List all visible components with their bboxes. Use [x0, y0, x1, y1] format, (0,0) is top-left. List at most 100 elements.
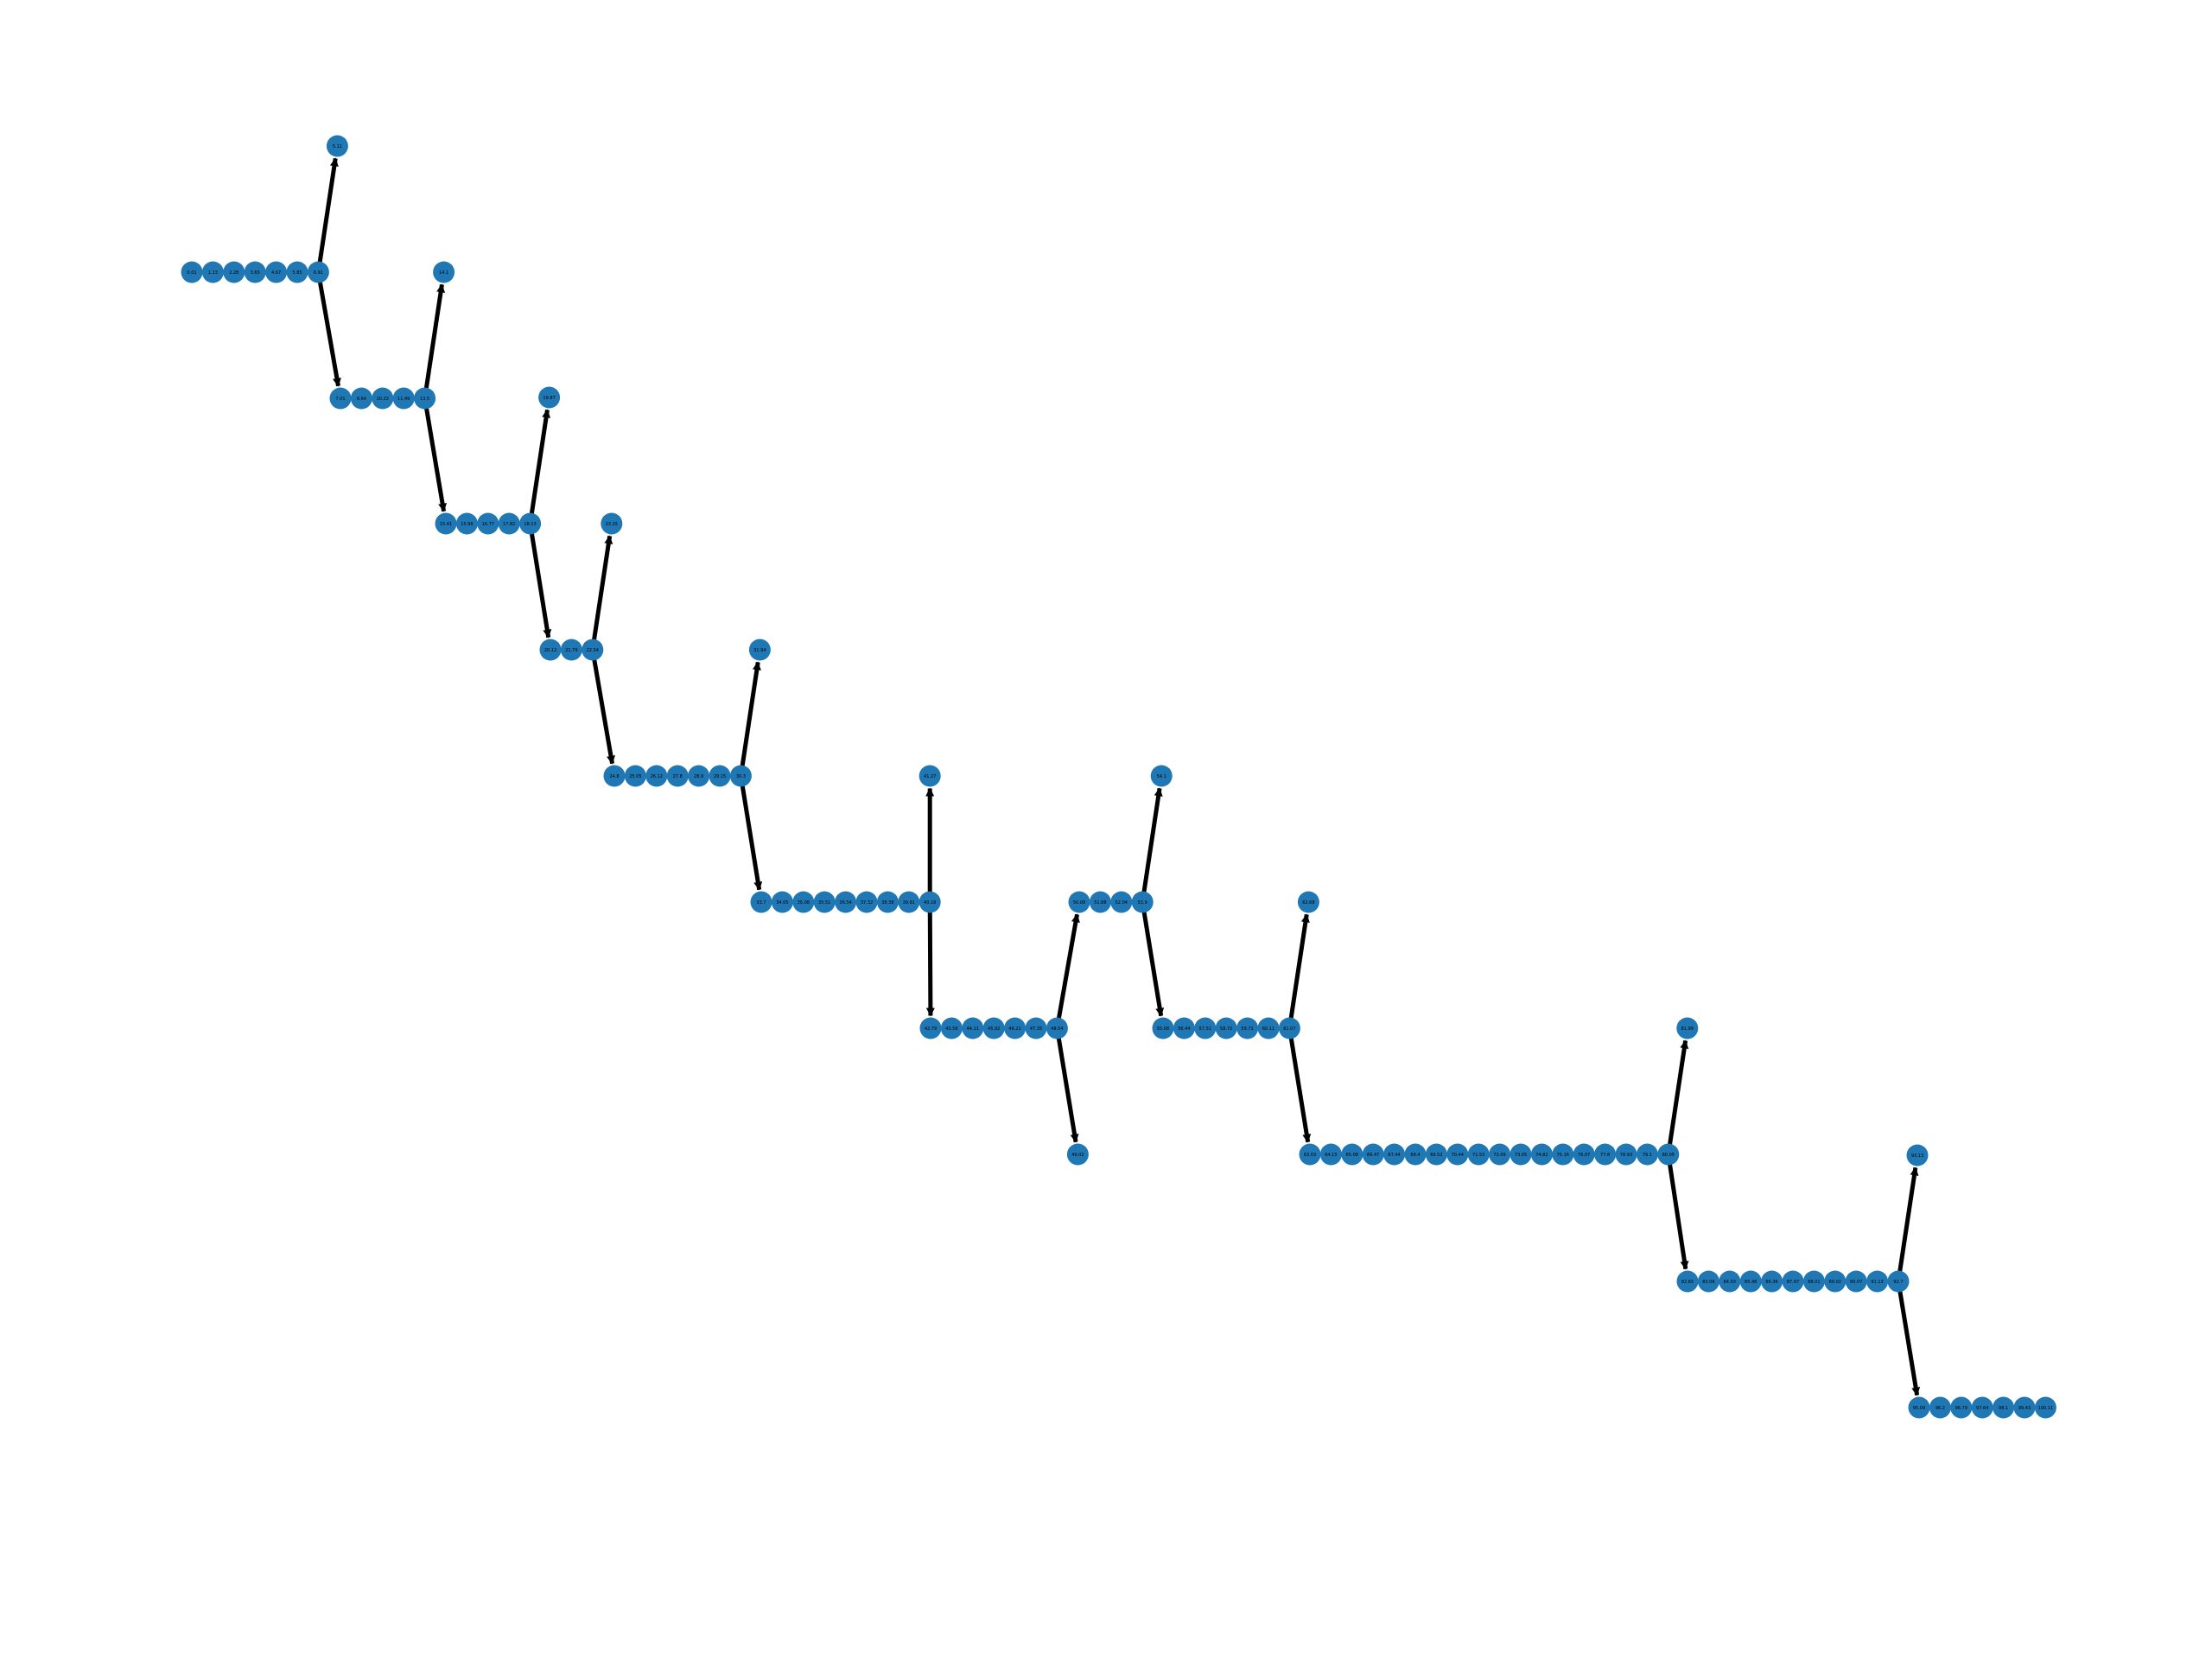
- graph-node-label: 58.72: [1220, 1027, 1232, 1032]
- graph-node: [1761, 1270, 1783, 1293]
- graph-node-label: 38.38: [881, 900, 893, 906]
- graph-node-label: 23.25: [606, 522, 618, 527]
- graph-node-label: 82.65: [1681, 1280, 1694, 1285]
- graph-node-label: 16.77: [482, 522, 494, 527]
- graph-node-label: 64.15: [1325, 1153, 1337, 1158]
- graph-node: [771, 891, 793, 913]
- graph-node: [1887, 1270, 1910, 1293]
- graph-node-label: 37.32: [861, 900, 873, 906]
- graph-node: [1467, 1143, 1490, 1166]
- graph-node-label: 52.04: [1116, 900, 1128, 906]
- edge-down-g1: [315, 271, 341, 387]
- graph-node-label: 72.09: [1493, 1153, 1505, 1158]
- graph-node-label: 7.01: [335, 397, 345, 402]
- graph-node-label: 93.13: [1911, 1154, 1923, 1159]
- graph-node-label: 97.64: [1976, 1406, 1988, 1411]
- graph-node-label: 69.52: [1430, 1153, 1442, 1158]
- graph-node: [1046, 1017, 1068, 1039]
- graph-node: [435, 512, 457, 535]
- graph-node-label: 35.51: [818, 900, 830, 906]
- graph-node-label: 54.1: [1157, 774, 1166, 779]
- graph-node: [1802, 1270, 1825, 1293]
- edge-up-g9: [1287, 913, 1310, 1029]
- graph-node: [1530, 1143, 1553, 1166]
- graph-node: [835, 891, 857, 913]
- nodes-layer: 0.01 1.13 2.28 3.65 4.67 5.85 6.91 7.01 8.64 10.2…: [181, 135, 2056, 1419]
- graph-node-label: 84.03: [1724, 1280, 1736, 1285]
- edge-up-g2: [423, 283, 446, 399]
- edge-up-g10: [1666, 1039, 1689, 1155]
- graph-node-label: 86.36: [1765, 1280, 1777, 1285]
- graph-node: [792, 891, 815, 913]
- graph-node-label: 5.85: [292, 270, 302, 276]
- graph-node: [1615, 1143, 1637, 1166]
- graph-node: [1824, 1270, 1847, 1293]
- graph-node: [244, 261, 266, 283]
- graph-node-label: 19.87: [543, 396, 555, 401]
- graph-node: [433, 261, 455, 283]
- graph-node-label: 28.9: [694, 774, 703, 779]
- edge-down-g10: [1666, 1154, 1689, 1270]
- graph-node: [855, 891, 878, 913]
- graph-node-label: 8.64: [357, 397, 366, 402]
- graph-node-label: 71.53: [1472, 1153, 1484, 1158]
- graph-node-label: 100.11: [2038, 1406, 2054, 1411]
- graph-node-label: 76.07: [1578, 1153, 1590, 1158]
- edge-up-g11: [1896, 1166, 1919, 1282]
- graph-node-label: 15.41: [440, 522, 452, 527]
- graph-node: [1676, 1270, 1699, 1293]
- graph-node-label: 59.71: [1241, 1027, 1253, 1032]
- graph-node-label: 98.1: [1999, 1406, 2008, 1411]
- graph-node: [329, 387, 352, 410]
- graph-node: [181, 261, 203, 283]
- graph-node-label: 3.65: [251, 270, 260, 276]
- graph-node: [560, 639, 582, 661]
- graph-node: [1739, 1270, 1762, 1293]
- graph-node: [2013, 1396, 2036, 1419]
- graph-node: [1110, 891, 1133, 913]
- graph-node: [876, 891, 899, 913]
- graph-node-label: 14.1: [439, 270, 448, 276]
- graph-node: [918, 765, 941, 787]
- graph-node-label: 5.11: [333, 144, 342, 149]
- graph-node-label: 85.48: [1745, 1280, 1757, 1285]
- graph-node: [1194, 1017, 1217, 1039]
- graph-node: [265, 261, 288, 283]
- graph-node: [918, 891, 941, 913]
- graph-node-label: 41.27: [924, 774, 936, 779]
- graph-node: [498, 512, 520, 535]
- graph-node-label: 66.47: [1367, 1153, 1379, 1158]
- graph-node-label: 81.99: [1681, 1027, 1694, 1032]
- graph-node-label: 36.54: [839, 900, 851, 906]
- graph-node: [1299, 1143, 1321, 1166]
- graph-node-label: 31.94: [753, 648, 766, 653]
- graph-node: [982, 1017, 1005, 1039]
- graph-node: [1236, 1017, 1259, 1039]
- graph-node-label: 65.08: [1346, 1153, 1358, 1158]
- graph-node-label: 13.5: [420, 397, 429, 402]
- graph-node: [1719, 1270, 1741, 1293]
- edge-up-g3: [528, 409, 551, 524]
- graph-node: [709, 765, 731, 787]
- graph-node-label: 35.08: [798, 900, 810, 906]
- graph-node: [286, 261, 308, 283]
- graph-node: [519, 512, 542, 535]
- graph-node-label: 96.2: [1936, 1406, 1945, 1411]
- graph-node-label: 10.22: [377, 397, 389, 402]
- graph-node: [1573, 1143, 1595, 1166]
- graph-node-label: 63.03: [1304, 1153, 1316, 1158]
- graph-node: [1845, 1270, 1867, 1293]
- graph-node-label: 78.93: [1620, 1153, 1632, 1158]
- graph-node: [1089, 891, 1111, 913]
- graph-node: [1297, 891, 1319, 913]
- graph-node-label: 39.81: [903, 900, 915, 906]
- graph-node: [477, 512, 499, 535]
- graph-node-label: 53.9: [1138, 900, 1147, 906]
- graph-node: [1404, 1143, 1427, 1166]
- graph-node-label: 4.67: [271, 270, 281, 276]
- graph-node-label: 87.97: [1787, 1280, 1799, 1285]
- graph-node: [1341, 1143, 1363, 1166]
- edge-down-g5: [738, 775, 763, 891]
- graph-node-label: 83.06: [1702, 1280, 1714, 1285]
